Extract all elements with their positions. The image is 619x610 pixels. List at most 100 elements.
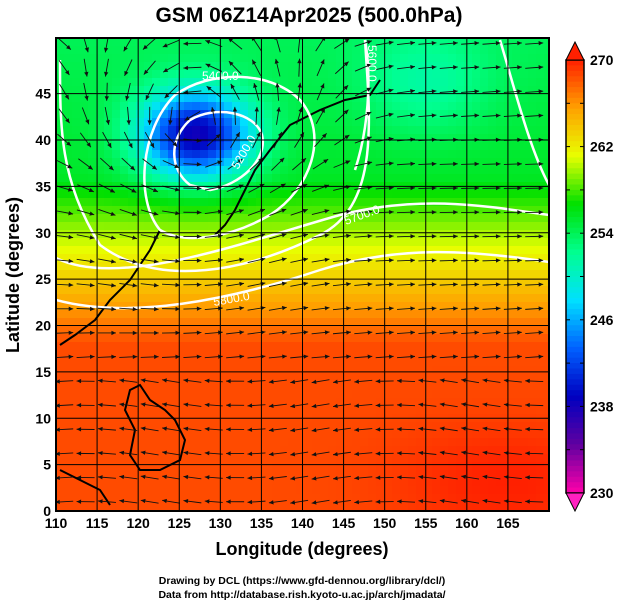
field-cell xyxy=(200,142,209,151)
field-cell xyxy=(488,94,497,103)
field-cell xyxy=(520,390,529,399)
field-cell xyxy=(344,342,353,351)
field-cell xyxy=(400,190,409,199)
field-cell xyxy=(232,406,241,415)
field-cell xyxy=(512,70,521,79)
field-cell xyxy=(184,406,193,415)
field-cell xyxy=(488,390,497,399)
field-cell xyxy=(456,286,465,295)
field-cell xyxy=(280,294,289,303)
field-cell xyxy=(528,126,537,135)
field-cell xyxy=(512,494,521,503)
field-cell xyxy=(480,382,489,391)
field-cell xyxy=(152,470,161,479)
field-cell xyxy=(320,254,329,263)
field-cell xyxy=(264,262,273,271)
field-cell xyxy=(328,358,337,367)
field-cell xyxy=(384,78,393,87)
field-cell xyxy=(184,478,193,487)
field-cell xyxy=(264,46,273,55)
field-cell xyxy=(400,310,409,319)
field-cell xyxy=(400,102,409,111)
field-cell xyxy=(344,374,353,383)
field-cell xyxy=(496,174,505,183)
field-cell xyxy=(240,102,249,111)
field-cell xyxy=(264,342,273,351)
field-cell xyxy=(208,94,217,103)
field-cell xyxy=(240,390,249,399)
field-cell xyxy=(312,470,321,479)
field-cell xyxy=(144,222,153,231)
field-cell xyxy=(352,54,361,63)
field-cell xyxy=(272,294,281,303)
field-cell xyxy=(168,502,177,511)
field-cell xyxy=(72,270,81,279)
field-cell xyxy=(168,214,177,223)
field-cell xyxy=(64,486,73,495)
chart-title: GSM 06Z14Apr2025 (500.0hPa) xyxy=(156,4,463,27)
field-cell xyxy=(528,366,537,375)
field-cell xyxy=(112,342,121,351)
field-cell xyxy=(440,238,449,247)
field-cell xyxy=(264,110,273,119)
field-cell xyxy=(448,486,457,495)
field-cell xyxy=(160,374,169,383)
field-cell xyxy=(464,62,473,71)
field-cell xyxy=(464,334,473,343)
field-cell xyxy=(176,190,185,199)
field-cell xyxy=(112,54,121,63)
field-cell xyxy=(360,190,369,199)
colorbar-segment xyxy=(566,249,584,255)
field-cell xyxy=(440,206,449,215)
field-cell xyxy=(160,78,169,87)
field-cell xyxy=(280,166,289,175)
colorbar-segment xyxy=(566,423,584,429)
field-cell xyxy=(328,118,337,127)
field-cell xyxy=(392,190,401,199)
colorbar-segment xyxy=(566,417,584,423)
field-cell xyxy=(280,142,289,151)
field-cell xyxy=(264,158,273,167)
field-cell xyxy=(280,54,289,63)
field-cell xyxy=(416,342,425,351)
field-cell xyxy=(288,358,297,367)
field-cell xyxy=(176,462,185,471)
field-cell xyxy=(328,54,337,63)
colorbar-segment xyxy=(566,130,584,136)
field-cell xyxy=(440,198,449,207)
field-cell xyxy=(352,462,361,471)
field-cell xyxy=(536,502,545,511)
field-cell xyxy=(480,190,489,199)
field-cell xyxy=(240,78,249,87)
field-cell xyxy=(464,366,473,375)
field-cell xyxy=(520,46,529,55)
field-cell xyxy=(176,382,185,391)
field-cell xyxy=(400,238,409,247)
field-cell xyxy=(352,286,361,295)
field-cell xyxy=(344,166,353,175)
field-cell xyxy=(528,166,537,175)
field-cell xyxy=(512,334,521,343)
field-cell xyxy=(208,310,217,319)
field-cell xyxy=(160,430,169,439)
field-cell xyxy=(328,470,337,479)
field-cell xyxy=(80,190,89,199)
field-cell xyxy=(224,406,233,415)
field-cell xyxy=(312,334,321,343)
field-cell xyxy=(536,294,545,303)
field-cell xyxy=(152,158,161,167)
field-cell xyxy=(472,422,481,431)
field-cell xyxy=(56,190,65,199)
field-cell xyxy=(184,126,193,135)
field-cell xyxy=(536,70,545,79)
field-cell xyxy=(280,102,289,111)
field-cell xyxy=(112,310,121,319)
field-cell xyxy=(296,382,305,391)
field-cell xyxy=(456,142,465,151)
field-cell xyxy=(536,478,545,487)
field-cell xyxy=(184,142,193,151)
field-cell xyxy=(328,334,337,343)
field-cell xyxy=(352,430,361,439)
field-cell xyxy=(88,118,97,127)
field-cell xyxy=(256,334,265,343)
